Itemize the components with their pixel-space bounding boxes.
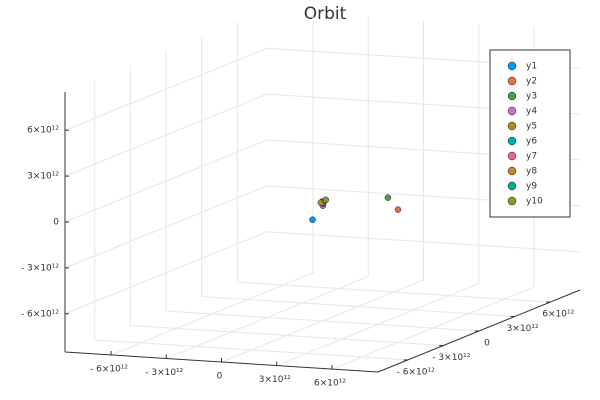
z-tick-label: 6×10¹² — [27, 126, 59, 136]
legend-label: y10 — [526, 197, 543, 207]
legend-label: y7 — [526, 152, 537, 162]
legend-label: y9 — [526, 182, 537, 192]
data-point — [322, 196, 330, 204]
z-tick-label: - 6×10¹² — [21, 309, 59, 319]
x-tick-label: 0 — [217, 372, 223, 382]
legend-label: y3 — [526, 92, 537, 102]
y-tick-label: 0 — [484, 339, 490, 349]
legend-marker — [507, 61, 517, 71]
grid-line — [237, 281, 551, 303]
grid-line — [64, 47, 268, 131]
z-tick-label: 0 — [53, 218, 59, 228]
x-tick-label: 3×10¹² — [259, 375, 291, 385]
legend-marker — [507, 136, 517, 146]
legend-marker — [507, 181, 517, 191]
legend-label: y6 — [526, 137, 537, 147]
x-tick-label: - 3×10¹² — [145, 368, 183, 378]
legend-marker — [507, 91, 517, 101]
legend-marker — [507, 196, 517, 206]
grid-line — [94, 339, 408, 361]
z-tick-label: - 3×10¹² — [21, 263, 59, 273]
grid-line — [130, 324, 444, 346]
z-tick-label: 3×10¹² — [27, 172, 59, 182]
legend-label: y4 — [526, 107, 537, 117]
legend-marker — [507, 106, 517, 116]
x-tick-label: - 6×10¹² — [90, 364, 128, 374]
legend-marker — [507, 151, 517, 161]
grid-line — [64, 231, 268, 315]
grid-line — [64, 139, 268, 223]
y-tick-label: 3×10¹² — [507, 324, 539, 334]
legend-marker — [507, 166, 517, 176]
y-tick-label: - 3×10¹² — [432, 353, 470, 363]
legend-label: y1 — [526, 62, 537, 72]
data-point — [309, 216, 316, 223]
data-point — [394, 206, 402, 213]
y-tick-label: 6×10¹² — [542, 310, 574, 320]
legend-label: y2 — [526, 77, 537, 87]
grid-line — [201, 296, 515, 318]
x-tick-label: 6×10¹² — [314, 379, 346, 389]
legend-label: y5 — [526, 122, 537, 132]
legend-label: y8 — [526, 167, 537, 177]
data-point — [384, 194, 392, 201]
legend-marker — [507, 76, 517, 86]
y-tick-label: - 6×10¹² — [397, 367, 435, 377]
grid-line — [165, 310, 480, 332]
legend-box — [489, 49, 571, 218]
legend-marker — [507, 121, 517, 131]
grid-line — [64, 185, 268, 269]
grid-line — [64, 93, 268, 177]
chart-title: Orbit — [304, 4, 347, 24]
grid-line — [266, 231, 581, 253]
